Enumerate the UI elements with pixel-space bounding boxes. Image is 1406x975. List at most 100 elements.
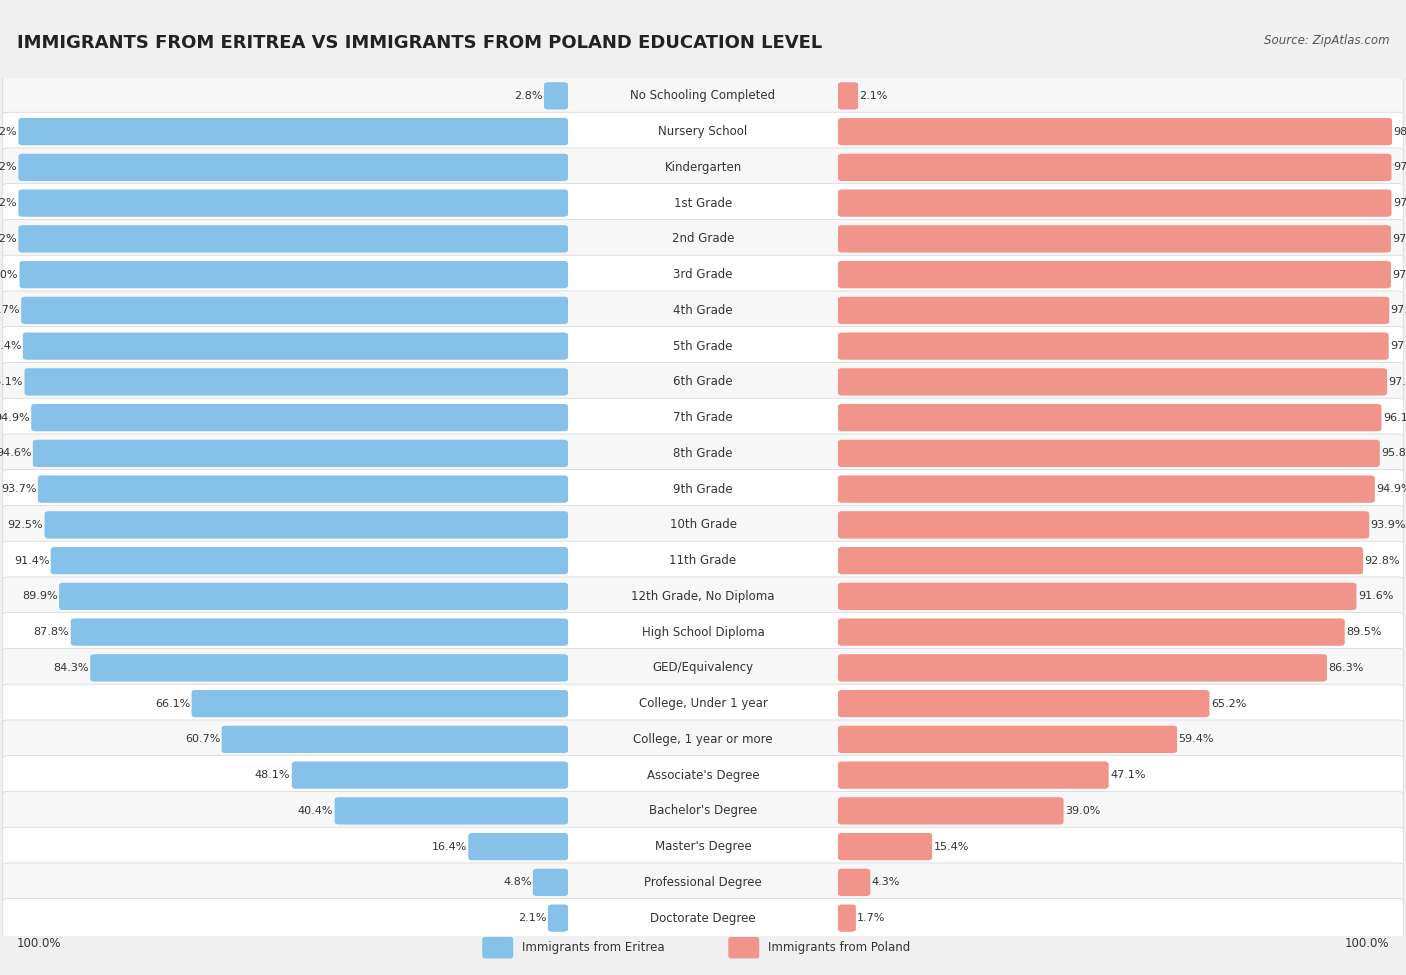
FancyBboxPatch shape	[3, 863, 1403, 902]
Text: College, 1 year or more: College, 1 year or more	[633, 733, 773, 746]
Text: High School Diploma: High School Diploma	[641, 626, 765, 639]
Text: 97.8%: 97.8%	[1392, 234, 1406, 244]
Text: 97.9%: 97.9%	[1393, 198, 1406, 208]
Text: 4th Grade: 4th Grade	[673, 304, 733, 317]
Text: 100.0%: 100.0%	[1344, 937, 1389, 951]
Text: 98.0%: 98.0%	[1393, 127, 1406, 136]
FancyBboxPatch shape	[51, 547, 568, 574]
Text: 97.2%: 97.2%	[0, 163, 17, 173]
Text: 89.5%: 89.5%	[1346, 627, 1382, 637]
Text: 7th Grade: 7th Grade	[673, 411, 733, 424]
Text: Master's Degree: Master's Degree	[655, 840, 751, 853]
FancyBboxPatch shape	[31, 404, 568, 431]
Text: 15.4%: 15.4%	[934, 841, 969, 851]
Text: 2nd Grade: 2nd Grade	[672, 232, 734, 246]
FancyBboxPatch shape	[3, 899, 1403, 938]
FancyBboxPatch shape	[838, 154, 1392, 181]
Text: 59.4%: 59.4%	[1178, 734, 1213, 744]
FancyBboxPatch shape	[838, 761, 1109, 789]
Text: 96.1%: 96.1%	[1384, 412, 1406, 422]
FancyBboxPatch shape	[838, 798, 1063, 825]
Text: 5th Grade: 5th Grade	[673, 339, 733, 353]
Text: 91.6%: 91.6%	[1358, 592, 1393, 602]
FancyBboxPatch shape	[222, 725, 568, 753]
FancyBboxPatch shape	[3, 363, 1403, 402]
Text: 2.1%: 2.1%	[859, 91, 887, 100]
FancyBboxPatch shape	[838, 547, 1362, 574]
Text: Professional Degree: Professional Degree	[644, 876, 762, 889]
FancyBboxPatch shape	[3, 541, 1403, 580]
FancyBboxPatch shape	[533, 869, 568, 896]
FancyBboxPatch shape	[838, 869, 870, 896]
Text: 4.8%: 4.8%	[503, 878, 531, 887]
FancyBboxPatch shape	[3, 255, 1403, 294]
Text: 1st Grade: 1st Grade	[673, 197, 733, 210]
Text: 97.4%: 97.4%	[1391, 341, 1406, 351]
Text: 16.4%: 16.4%	[432, 841, 467, 851]
FancyBboxPatch shape	[32, 440, 568, 467]
FancyBboxPatch shape	[3, 219, 1403, 258]
FancyBboxPatch shape	[3, 76, 1403, 115]
Text: 1.7%: 1.7%	[858, 914, 886, 923]
Text: 86.3%: 86.3%	[1329, 663, 1364, 673]
FancyBboxPatch shape	[838, 725, 1177, 753]
FancyBboxPatch shape	[3, 148, 1403, 187]
FancyBboxPatch shape	[18, 118, 568, 145]
FancyBboxPatch shape	[838, 369, 1388, 396]
FancyBboxPatch shape	[18, 189, 568, 216]
FancyBboxPatch shape	[18, 225, 568, 253]
FancyBboxPatch shape	[3, 648, 1403, 687]
Text: 39.0%: 39.0%	[1064, 806, 1101, 816]
Text: 91.4%: 91.4%	[14, 556, 49, 566]
Text: 6th Grade: 6th Grade	[673, 375, 733, 388]
Text: 11th Grade: 11th Grade	[669, 554, 737, 567]
Text: 92.5%: 92.5%	[7, 520, 44, 529]
Text: 65.2%: 65.2%	[1211, 699, 1246, 709]
Text: Doctorate Degree: Doctorate Degree	[650, 912, 756, 924]
FancyBboxPatch shape	[3, 470, 1403, 509]
FancyBboxPatch shape	[3, 434, 1403, 473]
FancyBboxPatch shape	[838, 225, 1391, 253]
FancyBboxPatch shape	[3, 112, 1403, 151]
Text: College, Under 1 year: College, Under 1 year	[638, 697, 768, 710]
Text: 94.6%: 94.6%	[0, 448, 31, 458]
Text: Immigrants from Poland: Immigrants from Poland	[768, 941, 910, 955]
FancyBboxPatch shape	[335, 798, 568, 825]
FancyBboxPatch shape	[838, 440, 1379, 467]
Text: 97.9%: 97.9%	[1393, 163, 1406, 173]
Text: 96.1%: 96.1%	[0, 377, 22, 387]
FancyBboxPatch shape	[70, 618, 568, 645]
FancyBboxPatch shape	[3, 505, 1403, 544]
FancyBboxPatch shape	[838, 690, 1209, 718]
Text: 2.8%: 2.8%	[515, 91, 543, 100]
Text: Source: ZipAtlas.com: Source: ZipAtlas.com	[1264, 34, 1389, 47]
Text: Immigrants from Eritrea: Immigrants from Eritrea	[522, 941, 664, 955]
Text: 40.4%: 40.4%	[298, 806, 333, 816]
FancyBboxPatch shape	[3, 684, 1403, 723]
FancyBboxPatch shape	[3, 827, 1403, 866]
Text: 4.3%: 4.3%	[872, 878, 900, 887]
Text: 95.8%: 95.8%	[1381, 448, 1406, 458]
FancyBboxPatch shape	[3, 612, 1403, 651]
FancyBboxPatch shape	[24, 369, 568, 396]
FancyBboxPatch shape	[838, 82, 858, 109]
Text: 8th Grade: 8th Grade	[673, 447, 733, 460]
FancyBboxPatch shape	[838, 296, 1389, 324]
FancyBboxPatch shape	[90, 654, 568, 682]
Text: 12th Grade, No Diploma: 12th Grade, No Diploma	[631, 590, 775, 603]
Text: 93.9%: 93.9%	[1371, 520, 1406, 529]
FancyBboxPatch shape	[838, 833, 932, 860]
Text: 97.8%: 97.8%	[1392, 270, 1406, 280]
FancyBboxPatch shape	[3, 792, 1403, 831]
FancyBboxPatch shape	[21, 296, 568, 324]
FancyBboxPatch shape	[838, 654, 1327, 682]
FancyBboxPatch shape	[22, 332, 568, 360]
FancyBboxPatch shape	[838, 583, 1357, 610]
FancyBboxPatch shape	[548, 905, 568, 932]
Text: 84.3%: 84.3%	[53, 663, 89, 673]
Text: 94.9%: 94.9%	[1376, 485, 1406, 494]
FancyBboxPatch shape	[20, 261, 568, 289]
Text: 66.1%: 66.1%	[155, 699, 190, 709]
FancyBboxPatch shape	[3, 756, 1403, 795]
Text: IMMIGRANTS FROM ERITREA VS IMMIGRANTS FROM POLAND EDUCATION LEVEL: IMMIGRANTS FROM ERITREA VS IMMIGRANTS FR…	[17, 34, 823, 52]
